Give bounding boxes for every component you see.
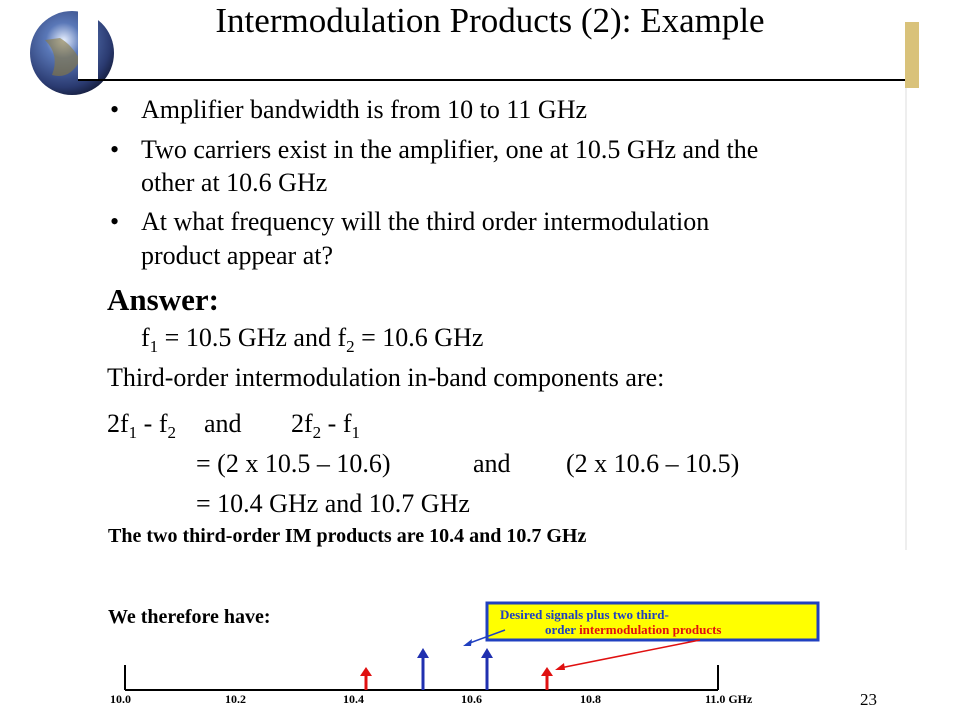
- step1-left: = (2 x 10.5 – 10.6): [196, 449, 390, 478]
- figure-caption: The two third-order IM products are 10.4…: [108, 525, 586, 547]
- bullet-dot: •: [110, 95, 119, 124]
- arrow-head: [417, 648, 429, 658]
- answer-heading: Answer:: [107, 282, 219, 317]
- bullet-text: Amplifier bandwidth is from 10 to 11 GHz: [141, 95, 587, 124]
- subscript: 1: [352, 423, 361, 442]
- subscript: 2: [313, 423, 322, 442]
- bullets: • Amplifier bandwidth is from 10 to 11 G…: [110, 95, 758, 270]
- figure: The two third-order IM products are 10.4…: [80, 520, 857, 720]
- subscript: 2: [346, 337, 355, 356]
- pointer: [466, 629, 506, 645]
- text: - f: [321, 409, 352, 438]
- subscript: 2: [168, 423, 177, 442]
- bullet-text: Two carriers exist in the amplifier, one…: [141, 135, 758, 164]
- bullet-dot: •: [110, 207, 119, 236]
- bullet-text: product appear at?: [141, 241, 333, 270]
- expr-right: 2f2 - f1: [291, 409, 360, 442]
- pointer: [559, 639, 701, 669]
- callout-box: [485, 601, 820, 642]
- arrow-head: [481, 648, 493, 658]
- callout-line2: order intermodulation products: [545, 622, 721, 637]
- subscript: 1: [129, 423, 138, 442]
- accent-bar: [905, 22, 919, 88]
- arrow-head: [360, 667, 372, 676]
- axis-label: 11.0 GHz: [705, 692, 753, 706]
- axis-label: 10.6: [461, 692, 482, 706]
- text: f: [141, 323, 150, 352]
- text: order: [545, 622, 576, 637]
- step1-right: (2 x 10.6 – 10.5): [566, 449, 739, 478]
- axis-label: 10.0: [110, 692, 131, 706]
- globe-land: [45, 38, 80, 76]
- pointer-head: [555, 663, 565, 670]
- step1-and: and: [473, 449, 511, 478]
- text: intermodulation products: [579, 622, 721, 637]
- given: f1 = 10.5 GHz and f2 = 10.6 GHz: [141, 323, 483, 356]
- bullet-dot: •: [110, 135, 119, 164]
- axis-label: 10.8: [580, 692, 601, 706]
- axis-labels: 10.0 10.2 10.4 10.6 10.8 11.0 GHz: [110, 692, 753, 706]
- text: - f: [137, 409, 168, 438]
- page-number: 23: [860, 690, 877, 709]
- text: = 10.5 GHz and f: [158, 323, 346, 352]
- title: Intermodulation Products (2): Example: [215, 1, 764, 40]
- callout-line1: Desired signals plus two third-: [500, 607, 669, 622]
- bullet-text: other at 10.6 GHz: [141, 168, 327, 197]
- figure-lead: We therefore have:: [108, 606, 271, 628]
- text: 2f: [107, 409, 129, 438]
- expr-and: and: [204, 409, 242, 438]
- statement: Third-order intermodulation in-band comp…: [107, 363, 664, 392]
- pointer-head: [463, 639, 472, 646]
- expr-left: 2f1 - f2: [107, 409, 176, 442]
- axis-label: 10.2: [225, 692, 246, 706]
- spectral-lines: [360, 648, 553, 690]
- step2: = 10.4 GHz and 10.7 GHz: [196, 489, 470, 518]
- axis-label: 10.4: [343, 692, 364, 706]
- text: = 10.6 GHz: [355, 323, 484, 352]
- arrow-head: [541, 667, 553, 676]
- title-mask: [78, 10, 98, 80]
- subscript: 1: [150, 337, 159, 356]
- text: 2f: [291, 409, 313, 438]
- bullet-text: At what frequency will the third order i…: [141, 207, 709, 236]
